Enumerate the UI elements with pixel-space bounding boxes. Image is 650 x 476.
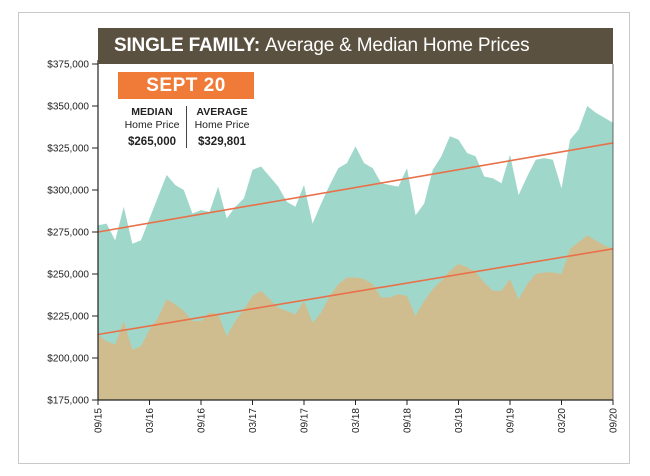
x-tick-label: 03/18: [351, 408, 362, 433]
area-layer: [98, 106, 613, 400]
trendline-average_trend: [97, 142, 614, 233]
date-badge: SEPT 20: [118, 72, 254, 99]
trendline-layer: [97, 142, 614, 336]
y-tick-label: $275,000: [47, 228, 89, 239]
chart-title-rest: Average & Median Home Prices: [265, 35, 530, 56]
x-tick-label: 09/15: [94, 408, 105, 433]
x-tick-label: 09/17: [300, 408, 311, 433]
median-sublabel: Home Price: [124, 119, 180, 131]
y-tick-label: $175,000: [47, 396, 89, 407]
y-tick-label: $225,000: [47, 312, 89, 323]
y-tick-label: $200,000: [47, 354, 89, 365]
stat-divider: [186, 106, 187, 148]
average-stat: AVERAGE Home Price $329,801: [188, 106, 256, 149]
y-tick-label: $325,000: [47, 144, 89, 155]
x-tick-label: 03/17: [248, 408, 259, 433]
average-sublabel: Home Price: [194, 119, 250, 131]
chart-frame: [18, 12, 630, 464]
average-value: $329,801: [198, 136, 246, 148]
x-tick-label: 09/19: [506, 408, 517, 433]
average-label: AVERAGE: [196, 106, 248, 118]
y-tick-label: $300,000: [47, 186, 89, 197]
x-tick-label: 03/19: [454, 408, 465, 433]
series-area-median: [98, 235, 613, 400]
x-tick-label: 03/20: [557, 408, 568, 433]
x-tick-label: 09/16: [197, 408, 208, 433]
median-label: MEDIAN: [131, 106, 173, 118]
median-value: $265,000: [128, 136, 176, 148]
chart-title-bold: SINGLE FAMILY:: [114, 35, 261, 56]
x-tick-label: 09/20: [609, 408, 620, 433]
chart-title: SINGLE FAMILY: Average & Median Home Pri…: [98, 28, 613, 64]
median-stat: MEDIAN Home Price $265,000: [118, 106, 186, 149]
axes-layer: $175,000 $200,000 $225,000 $250,000 $275,000…: [47, 60, 619, 434]
x-tick-label: 09/18: [403, 408, 414, 433]
x-tick-label: 03/16: [145, 408, 156, 433]
y-tick-label: $375,000: [47, 60, 89, 71]
y-tick-label: $350,000: [47, 102, 89, 113]
trendline-median_trend: [97, 248, 614, 336]
y-tick-label: $250,000: [47, 270, 89, 281]
